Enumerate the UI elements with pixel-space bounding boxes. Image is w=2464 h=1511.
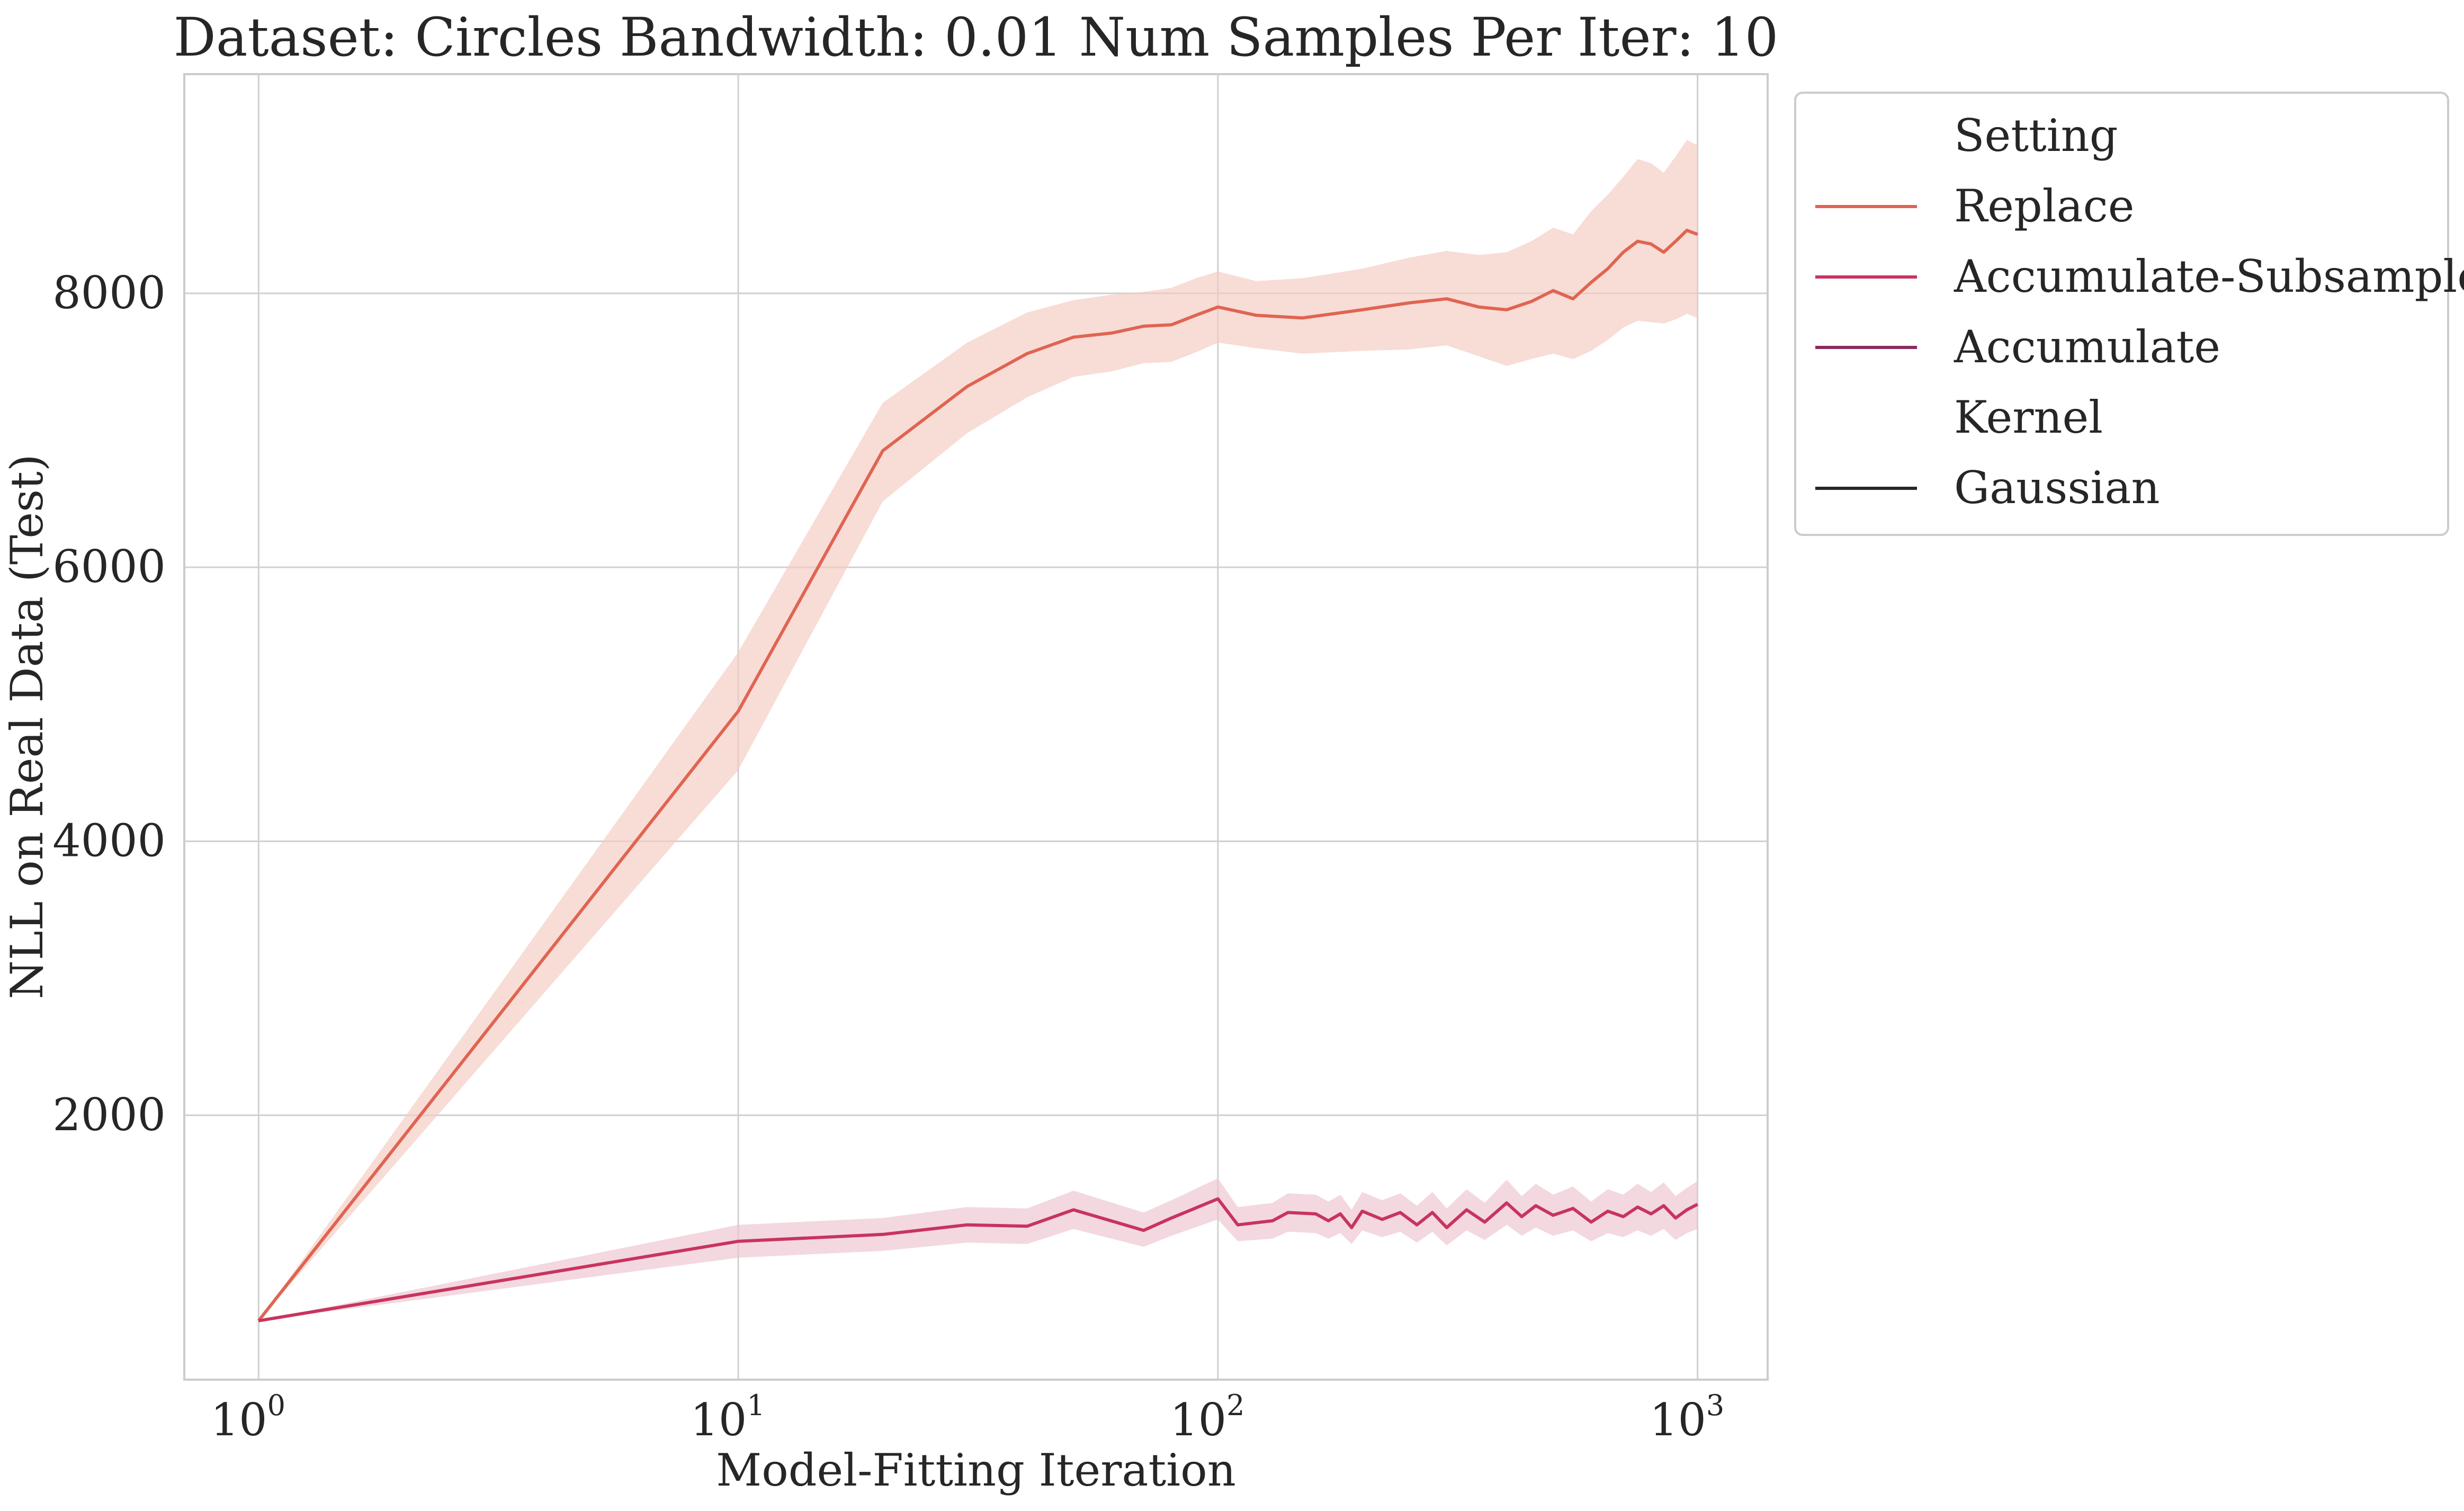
x-tick-label-3: 103 bbox=[1650, 1389, 1724, 1446]
legend-label-accumulate-subsample: Accumulate-Subsample bbox=[1954, 251, 2464, 302]
legend-title-kernel: Kernel bbox=[1954, 391, 2103, 443]
legend: Setting Replace Accumulate-Subsample Acc… bbox=[1794, 92, 2464, 536]
chart-title: Dataset: Circles Bandwidth: 0.01 Num Sam… bbox=[174, 6, 1779, 68]
series-line-accumulate-subsample bbox=[258, 1197, 1698, 1322]
ci-band-replace bbox=[258, 140, 1698, 1321]
plot-frame bbox=[183, 73, 1769, 1381]
line-layer bbox=[257, 228, 1698, 1322]
legend-title-setting: Setting bbox=[1954, 110, 2118, 162]
y-tick-labels: 2000 4000 6000 8000 bbox=[52, 267, 166, 1141]
y-tick-label-1: 4000 bbox=[52, 815, 166, 866]
y-tick-label-0: 2000 bbox=[52, 1089, 166, 1141]
y-tick-label-3: 8000 bbox=[52, 267, 166, 319]
y-axis-label: NLL on Real Data (Test) bbox=[1, 454, 53, 999]
x-tick-labels: 100 101 102 103 bbox=[211, 1389, 1725, 1446]
y-tick-label-2: 6000 bbox=[52, 541, 166, 593]
legend-frame bbox=[1794, 92, 2449, 536]
x-tick-label-1: 101 bbox=[690, 1389, 765, 1446]
x-tick-label-2: 102 bbox=[1170, 1389, 1244, 1446]
series-line-replace bbox=[257, 228, 1698, 1322]
x-tick-label-0: 100 bbox=[211, 1389, 285, 1446]
legend-label-replace: Replace bbox=[1954, 180, 2134, 232]
legend-label-accumulate: Accumulate bbox=[1954, 321, 2220, 373]
legend-label-gaussian: Gaussian bbox=[1954, 462, 2160, 514]
x-axis-label: Model-Fitting Iteration bbox=[716, 1444, 1236, 1496]
